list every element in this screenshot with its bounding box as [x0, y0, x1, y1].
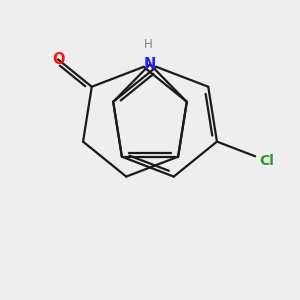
Text: H: H [144, 38, 153, 51]
Text: Cl: Cl [259, 154, 274, 168]
Text: N: N [144, 57, 156, 72]
Text: O: O [52, 52, 64, 67]
